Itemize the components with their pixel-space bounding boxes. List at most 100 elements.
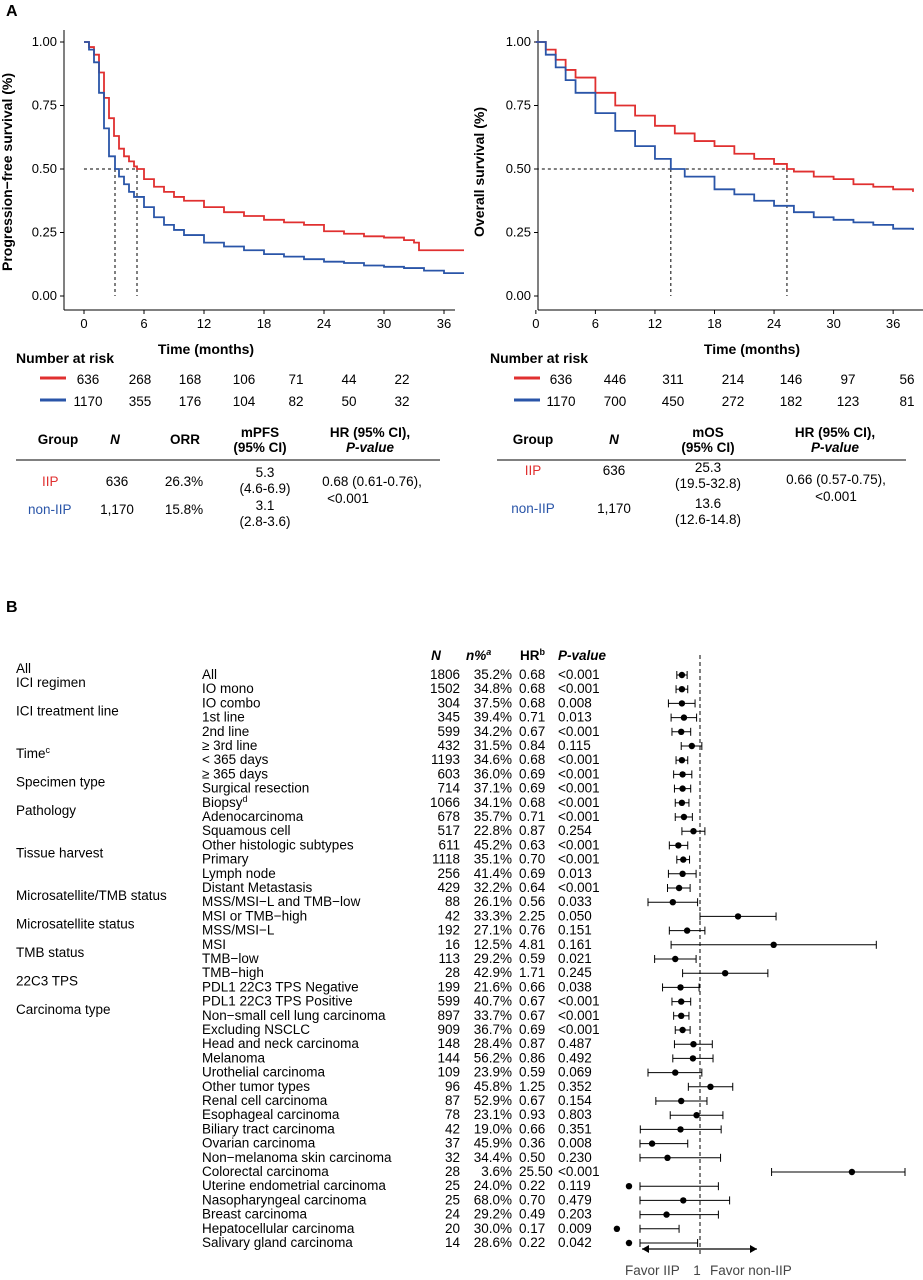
forest-row-label-text: Lymph node xyxy=(202,866,276,881)
os-chart: 0.00 0.25 0.50 0.75 1.00 0 6 12 18 24 30 36 Time (… xyxy=(471,30,923,357)
forest-row-label-text: 1st line xyxy=(202,710,245,725)
forest-row-pct: 34.4% xyxy=(474,1150,512,1165)
forest-row-pct: 23.9% xyxy=(474,1065,512,1080)
forest-row-hr: 4.81 xyxy=(519,937,545,952)
os-non-iip-ci: (12.6-14.8) xyxy=(675,512,741,527)
forest-row-label-text: All xyxy=(202,667,217,682)
forest-row-label: Renal cell carcinoma xyxy=(202,1093,328,1108)
os-x-tick-label: 12 xyxy=(648,316,662,331)
forest-hr-point xyxy=(689,1055,697,1062)
forest-group-label-text: 22C3 TPS xyxy=(16,973,78,988)
forest-row-pct: 34.2% xyxy=(474,724,512,739)
forest-row-n: 25 xyxy=(445,1178,460,1193)
forest-hr-point xyxy=(677,1126,684,1133)
os-non-iip-median: 13.6 xyxy=(695,496,721,511)
forest-row-pct: 45.2% xyxy=(474,837,512,852)
forest-hr-point xyxy=(613,1225,621,1233)
forest-row-n: 678 xyxy=(437,809,460,824)
forest-hr-point xyxy=(678,1012,685,1019)
forest-row-hr: 0.67 xyxy=(519,724,545,739)
os-y-tick-label: 0.75 xyxy=(506,98,531,113)
forest-row-label-text: Adenocarcinoma xyxy=(202,809,304,824)
forest-row-pct: 30.0% xyxy=(474,1221,512,1236)
forest-group-label-text: TMB status xyxy=(16,945,85,960)
forest-row-label: Ovarian carcinoma xyxy=(202,1136,316,1151)
forest-row-hr: 0.71 xyxy=(519,809,545,824)
forest-group-label: Pathology xyxy=(16,803,76,818)
forest-row-n: 87 xyxy=(445,1093,460,1108)
forest-header-n: N xyxy=(431,648,441,663)
pfs-risk-table: Number at risk 636 268 168 106 71 44 22 1170 355… xyxy=(16,350,410,409)
forest-group-label-text: All xyxy=(16,661,31,676)
os-y-ticks: 0.00 0.25 0.50 0.75 1.00 xyxy=(506,34,538,303)
forest-row-pct: 28.6% xyxy=(474,1235,512,1250)
forest-group-label-text: Time xyxy=(16,746,46,761)
os-iip-ci: (19.5-32.8) xyxy=(675,476,741,491)
forest-rows: All All 1806 35.2% 0.68 <0.001 ICI regimen IO m… xyxy=(16,661,600,1250)
forest-row-label-text: IO mono xyxy=(202,681,254,696)
forest-row-hr: 0.69 xyxy=(519,1022,545,1037)
forest-row-pct: 31.5% xyxy=(474,738,512,753)
forest-row-label-text: Other tumor types xyxy=(202,1079,310,1094)
forest-row-label: ≥ 3rd line xyxy=(202,738,257,753)
pfs-non-iip-median: 3.1 xyxy=(256,498,275,513)
pfs-x-tick-label: 0 xyxy=(80,316,87,331)
risk-non-iip-count: 450 xyxy=(662,394,685,409)
forest-row-label: Breast carcinoma xyxy=(202,1207,308,1222)
forest-row-pct: 21.6% xyxy=(474,979,512,994)
forest-plot: N n%a HRb P-value All All 1806 35.2% 0.68 <0.… xyxy=(16,647,906,1278)
os-y-axis-title: Overall survival (%) xyxy=(471,107,487,237)
forest-row-pct: 19.0% xyxy=(474,1121,512,1136)
forest-row-pct: 36.7% xyxy=(474,1022,512,1037)
forest-row-n: 1118 xyxy=(432,852,460,867)
forest-biopsy-sup: d xyxy=(243,794,248,804)
pfs-x-tick-label: 30 xyxy=(377,316,391,331)
forest-hr-point xyxy=(672,1069,679,1076)
forest-row-label-text: Squamous cell xyxy=(202,823,291,838)
forest-hr-point xyxy=(679,785,686,792)
forest-row-label-text: Distant Metastasis xyxy=(202,880,313,895)
forest-group-label: Tissue harvest xyxy=(16,846,104,861)
forest-group-label: Microsatellite status xyxy=(16,917,135,932)
forest-hr-point xyxy=(678,1097,685,1105)
forest-row-n: 199 xyxy=(437,979,460,994)
pfs-non-iip-orr: 15.8% xyxy=(165,502,203,517)
forest-row-hr: 0.66 xyxy=(519,1121,545,1136)
forest-row-hr: 0.49 xyxy=(519,1207,545,1222)
risk-iip-count: 71 xyxy=(288,372,303,387)
forest-row-label: Distant Metastasis xyxy=(202,880,313,895)
forest-row-label-text: 2nd line xyxy=(202,724,249,739)
forest-row-n: 304 xyxy=(437,695,460,710)
forest-row-label-text: PDL1 22C3 TPS Positive xyxy=(202,994,353,1009)
forest-row-pct: 36.0% xyxy=(474,766,512,781)
forest-row-pvalue: <0.001 xyxy=(558,766,600,781)
forest-row-pvalue: <0.001 xyxy=(558,880,600,895)
forest-row-n: 599 xyxy=(437,724,460,739)
os-risk-rows: 636 446 311 214 146 97 56 1170 700 450 272 182 123 81 xyxy=(546,372,914,409)
forest-row-n: 42 xyxy=(445,908,460,923)
forest-row-pct: 37.5% xyxy=(474,695,512,710)
forest-row-pct: 35.1% xyxy=(474,852,512,867)
forest-row-hr: 0.68 xyxy=(519,795,545,810)
forest-row-n: 1806 xyxy=(430,667,460,682)
pfs-y-tick-label: 0.75 xyxy=(32,98,57,113)
forest-row-n: 32 xyxy=(445,1150,460,1165)
forest-row-label: Biopsyd xyxy=(202,794,248,810)
pfs-hr: 0.68 (0.61-0.76), xyxy=(322,474,422,489)
forest-row-hr: 0.69 xyxy=(519,781,545,796)
forest-row-label-text: Renal cell carcinoma xyxy=(202,1093,328,1108)
forest-row-n: 25 xyxy=(445,1192,460,1207)
forest-row-n: 78 xyxy=(445,1107,460,1122)
risk-non-iip-count: 182 xyxy=(780,394,803,409)
forest-header-hr: HRb xyxy=(520,647,546,663)
forest-row-label: Hepatocellular carcinoma xyxy=(202,1221,355,1236)
forest-row-label: Head and neck carcinoma xyxy=(202,1036,359,1051)
forest-hr-point xyxy=(625,1183,633,1190)
forest-hr-point xyxy=(669,899,677,906)
forest-row-label-text: Ovarian carcinoma xyxy=(202,1136,316,1151)
forest-header-pct-text: n% xyxy=(466,648,486,663)
forest-row-n: 16 xyxy=(445,937,460,952)
forest-row-hr: 0.87 xyxy=(519,823,545,838)
forest-row-hr: 0.93 xyxy=(519,1107,545,1122)
forest-row-label-text: TMB−low xyxy=(202,951,259,966)
